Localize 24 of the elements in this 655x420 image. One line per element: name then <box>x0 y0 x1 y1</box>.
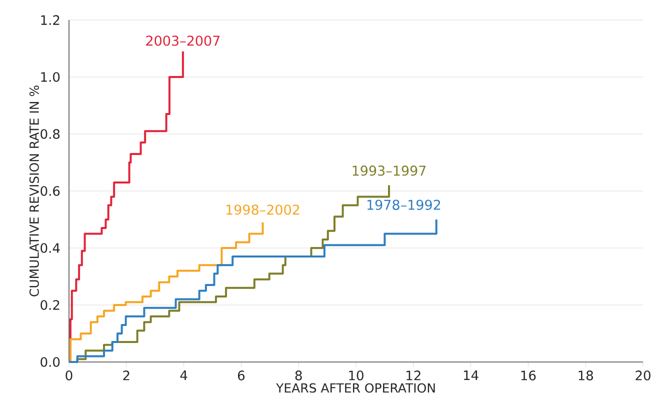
y-tick-label: 0.2 <box>40 300 60 310</box>
x-tick-label: 20 <box>636 370 650 380</box>
series-label: 1998–2002 <box>226 204 300 215</box>
series-label: 1993–1997 <box>352 166 426 176</box>
y-tick-label: 1.0 <box>41 72 60 82</box>
x-tick-label: 8 <box>295 370 302 380</box>
x-tick-label: 4 <box>180 370 188 380</box>
y-axis-title: CUMULATIVE REVISION RATE IN % <box>29 86 39 296</box>
x-tick-label: 2 <box>123 370 130 380</box>
series-label: 2003–2007 <box>146 36 220 46</box>
x-tick-label: 6 <box>238 370 245 380</box>
x-tick-label: 18 <box>578 370 593 380</box>
y-tick-label: 0.0 <box>40 357 60 367</box>
x-tick-label: 12 <box>406 370 420 380</box>
x-tick-label: 0 <box>66 370 72 380</box>
series-label: 1978–1992 <box>367 200 440 210</box>
y-tick-label: 1.2 <box>41 15 60 25</box>
x-tick-label: 16 <box>521 370 536 380</box>
y-tick-label: 0.6 <box>40 186 60 196</box>
x-tick-label: 14 <box>464 370 478 380</box>
x-axis-title: YEARS AFTER OPERATION <box>276 383 435 393</box>
x-tick-label: 10 <box>349 370 364 380</box>
y-tick-label: 0.8 <box>40 129 60 139</box>
y-tick-label: 0.4 <box>40 243 60 253</box>
